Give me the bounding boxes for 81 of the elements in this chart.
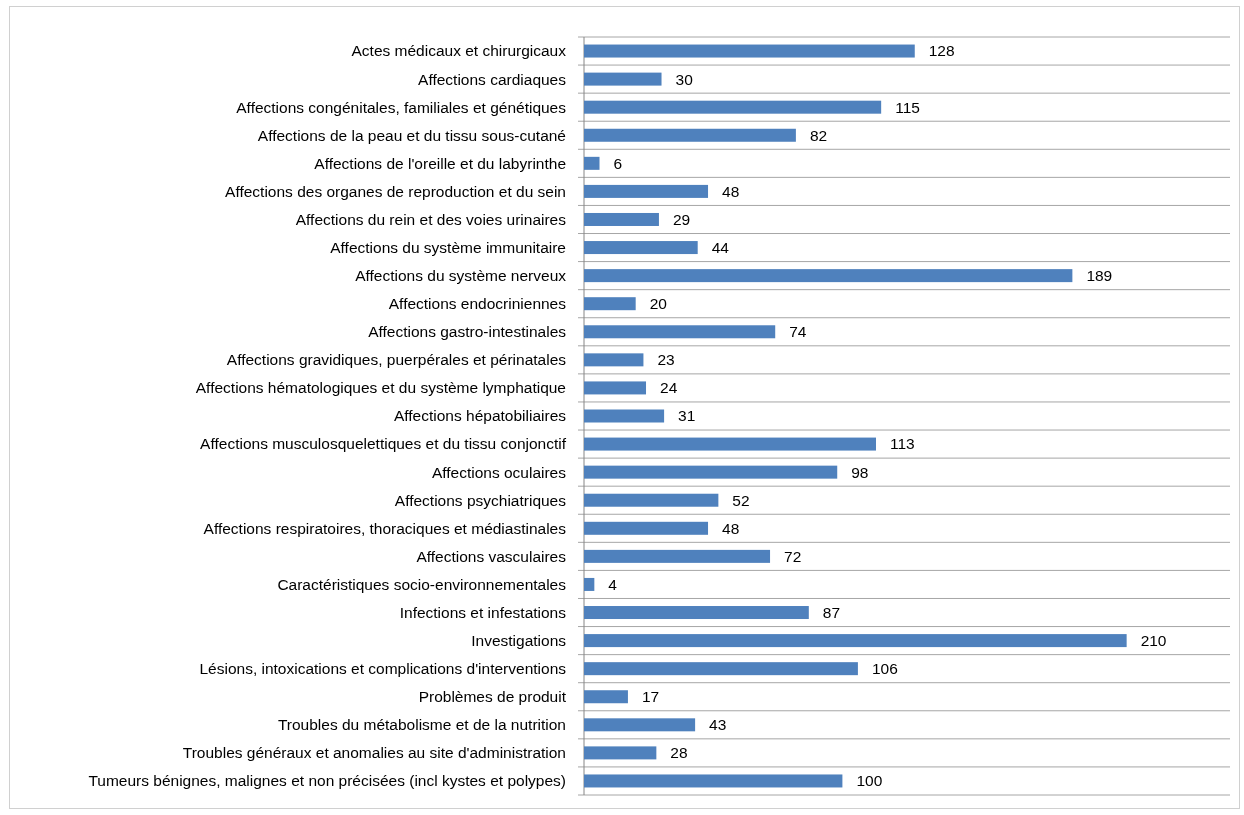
data-label: 189 bbox=[1086, 267, 1113, 285]
data-label: 20 bbox=[649, 295, 668, 313]
bar bbox=[584, 241, 698, 255]
y-tick-label: Actes médicaux et chirurgicaux bbox=[351, 42, 567, 60]
data-label: 6 bbox=[613, 154, 623, 172]
bar bbox=[584, 718, 696, 732]
bar bbox=[584, 212, 659, 226]
y-tick-label: Affections du rein et des voies urinaires bbox=[295, 210, 567, 228]
bar bbox=[584, 746, 657, 760]
bar bbox=[584, 72, 662, 86]
data-label: 82 bbox=[809, 126, 828, 144]
y-tick-label: Affections gastro-intestinales bbox=[368, 323, 567, 341]
y-tick-label: Affections gravidiques, puerpérales et périnatales bbox=[226, 351, 567, 369]
bar bbox=[584, 297, 636, 311]
bar bbox=[584, 325, 776, 339]
data-label: 28 bbox=[670, 744, 688, 762]
data-label: 31 bbox=[678, 407, 696, 425]
data-label: 113 bbox=[889, 435, 915, 453]
y-tick-label: Affections vasculaires bbox=[416, 547, 567, 565]
y-tick-label: Affections congénitales, familiales et génétiques bbox=[236, 98, 567, 116]
y-tick-label: Affections musculosquelettiques et du tissu conjonctif bbox=[200, 435, 567, 453]
y-tick-label: Affections endocriniennes bbox=[388, 295, 567, 313]
data-label: 4 bbox=[608, 575, 618, 593]
y-tick-label: Affections du système nerveux bbox=[355, 267, 567, 285]
bar bbox=[584, 353, 644, 367]
bar bbox=[584, 465, 838, 479]
bar bbox=[584, 269, 1073, 283]
bar bbox=[584, 184, 709, 198]
bar bbox=[584, 521, 709, 535]
y-tick-label: Affections oculaires bbox=[431, 463, 567, 481]
y-tick-label: Affections de l'oreille et du labyrinthe bbox=[314, 154, 566, 172]
data-label: 74 bbox=[789, 323, 807, 341]
y-tick-label: Affections psychiatriques bbox=[394, 491, 567, 509]
data-label: 210 bbox=[1140, 632, 1167, 650]
bar bbox=[584, 577, 595, 591]
y-tick-label: Investigations bbox=[471, 632, 567, 650]
bar bbox=[584, 662, 858, 676]
bar bbox=[584, 690, 628, 704]
y-tick-label: Tumeurs bénignes, malignes et non précisées (incl kystes et polypes) bbox=[88, 772, 566, 790]
data-label: 106 bbox=[871, 660, 898, 678]
bar bbox=[584, 493, 719, 507]
data-label: 115 bbox=[895, 98, 920, 116]
y-tick-label: Affections du système immunitaire bbox=[330, 238, 566, 256]
bar bbox=[584, 437, 876, 451]
data-label: 30 bbox=[675, 70, 694, 88]
bar bbox=[584, 606, 809, 620]
bar bbox=[584, 409, 665, 423]
data-label: 48 bbox=[722, 519, 740, 537]
data-label: 52 bbox=[732, 491, 750, 509]
bar bbox=[584, 44, 915, 58]
y-tick-label: Affections des organes de reproduction et du sein bbox=[225, 182, 566, 200]
data-label: 100 bbox=[856, 772, 883, 790]
bar bbox=[584, 156, 600, 170]
bar bbox=[584, 100, 882, 114]
data-label: 43 bbox=[709, 716, 727, 734]
data-label: 128 bbox=[928, 42, 955, 60]
data-label: 48 bbox=[722, 182, 740, 200]
y-tick-label: Infections et infestations bbox=[399, 603, 567, 621]
y-tick-label: Affections de la peau et du tissu sous-cutané bbox=[257, 126, 566, 144]
bar bbox=[584, 128, 796, 142]
data-label: 29 bbox=[672, 210, 691, 228]
bar bbox=[584, 549, 771, 563]
data-label: 17 bbox=[641, 688, 660, 706]
data-label: 72 bbox=[784, 547, 802, 565]
y-tick-label: Affections hématologiques et du système lymphatique bbox=[195, 379, 566, 397]
data-label: 87 bbox=[822, 603, 841, 621]
data-label: 98 bbox=[851, 463, 869, 481]
bar bbox=[584, 774, 843, 788]
data-label: 44 bbox=[711, 238, 730, 256]
y-tick-label: Troubles généraux et anomalies au site d'administration bbox=[182, 744, 566, 762]
data-label: 24 bbox=[660, 379, 678, 397]
y-tick-label: Lésions, intoxications et complications d'interventions bbox=[199, 660, 567, 678]
y-tick-label: Affections hépatobiliaires bbox=[393, 407, 567, 425]
bar bbox=[584, 381, 647, 395]
y-tick-label: Problèmes de produit bbox=[418, 688, 567, 706]
bar bbox=[584, 634, 1127, 648]
data-label: 23 bbox=[657, 351, 675, 369]
y-tick-label: Affections respiratoires, thoraciques et médiastinales bbox=[203, 519, 567, 537]
y-tick-label: Troubles du métabolisme et de la nutrition bbox=[277, 716, 566, 734]
y-tick-label: Caractéristiques socio-environnementales bbox=[277, 575, 567, 593]
y-tick-label: Affections cardiaques bbox=[418, 70, 567, 88]
